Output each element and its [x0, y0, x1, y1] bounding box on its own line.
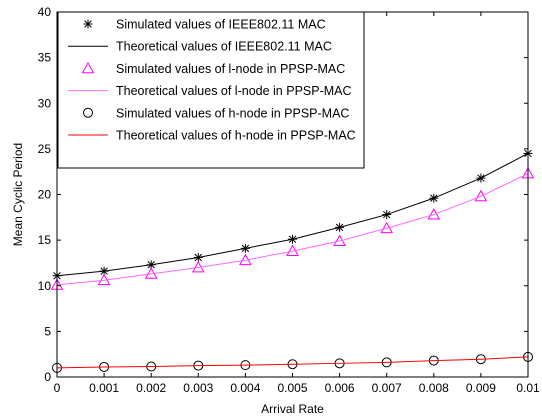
y-axis-label: Mean Cyclic Period: [11, 143, 25, 246]
legend-box: [57, 11, 365, 169]
series-line: [56, 152, 529, 277]
x-tick-label: 0.008: [419, 381, 449, 395]
legend-swatch: [83, 107, 93, 118]
data-point: [474, 189, 488, 202]
axis-ticks: 0 0.001 0.002 0.003 0.004 0.005 0.006 0.007 0.00…: [38, 5, 540, 395]
y-tick-label: 30: [38, 96, 52, 110]
legend-label: Simulated values of IEEE802.11 MAC: [116, 18, 326, 32]
legend-item: Simulated values of IEEE802.11 MAC: [83, 18, 326, 32]
x-tick-label: 0.01: [516, 381, 540, 395]
y-tick-label: 20: [38, 188, 52, 202]
x-tick-label: 0.006: [325, 381, 355, 395]
legend-swatch: [81, 61, 95, 74]
legend-label: Theoretical values of h-node in PPSP-MAC: [116, 129, 356, 143]
legend-swatch: [83, 19, 93, 29]
x-tick-label: 0: [54, 381, 61, 395]
y-tick-label: 0: [44, 370, 51, 384]
y-tick-label: 40: [38, 5, 52, 19]
y-tick-label: 15: [38, 233, 52, 247]
x-tick-label: 0.007: [372, 381, 402, 395]
series-line: [56, 356, 529, 369]
legend-label: Theoretical values of IEEE802.11 MAC: [116, 40, 332, 54]
x-tick-label: 0.005: [277, 381, 307, 395]
x-tick-label: 0.001: [89, 381, 119, 395]
series-3: [56, 173, 529, 286]
legend-item: Simulated values of h-node in PPSP-MAC: [83, 106, 349, 120]
legend-item: Simulated values of l-node in PPSP-MAC: [81, 61, 345, 76]
x-tick-label: 0.009: [466, 381, 496, 395]
series-5: [56, 356, 529, 369]
legend-item: Theoretical values of h-node in PPSP-MAC: [68, 129, 356, 143]
x-tick-label: 0.002: [136, 381, 166, 395]
legend: Simulated values of IEEE802.11 MAC Theore…: [57, 11, 365, 169]
series-line: [56, 173, 529, 286]
y-tick-label: 10: [38, 279, 52, 293]
y-tick-label: 5: [44, 324, 51, 338]
legend-item: Theoretical values of l-node in PPSP-MAC: [68, 84, 352, 98]
legend-label: Theoretical values of l-node in PPSP-MAC: [116, 84, 352, 98]
y-tick-label: 25: [38, 142, 52, 156]
legend-item: Theoretical values of IEEE802.11 MAC: [68, 40, 332, 54]
legend-label: Simulated values of l-node in PPSP-MAC: [116, 62, 345, 76]
x-axis-label: Arrival Rate: [261, 402, 324, 416]
x-tick-label: 0.003: [183, 381, 213, 395]
x-tick-label: 0.004: [230, 381, 260, 395]
y-tick-label: 35: [38, 51, 52, 65]
legend-label: Simulated values of h-node in PPSP-MAC: [116, 106, 349, 120]
series-1: [56, 152, 529, 277]
